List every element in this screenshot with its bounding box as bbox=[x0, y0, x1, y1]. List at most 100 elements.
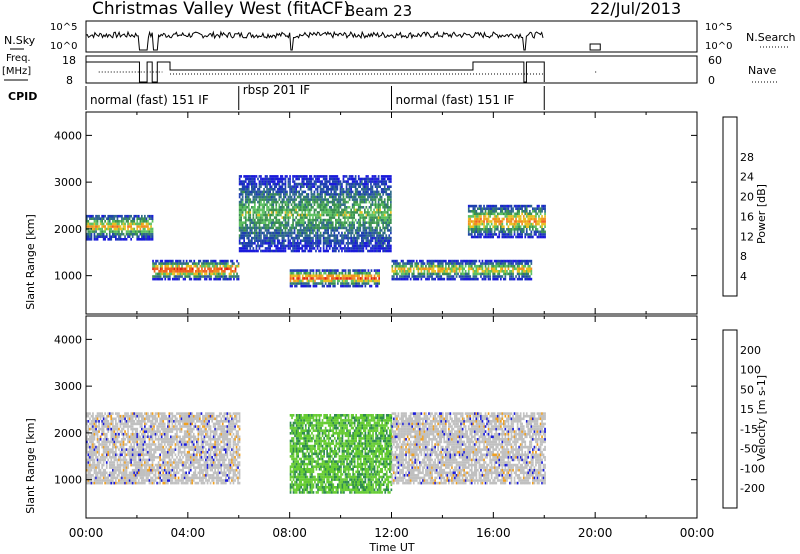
heatmap-cell bbox=[393, 270, 395, 273]
heatmap-cell bbox=[292, 208, 294, 212]
heatmap-cell bbox=[272, 211, 275, 214]
heatmap-cell bbox=[121, 230, 123, 233]
heatmap-cell bbox=[480, 228, 482, 231]
heatmap-cell bbox=[341, 231, 343, 235]
heatmap-cell bbox=[110, 474, 113, 477]
heatmap-cell bbox=[306, 277, 309, 280]
heatmap-cell bbox=[113, 463, 116, 467]
heatmap-cell bbox=[199, 259, 202, 263]
heatmap-cell bbox=[130, 232, 132, 236]
heatmap-cell bbox=[90, 238, 93, 241]
heatmap-cell bbox=[301, 211, 304, 214]
heatmap-cell bbox=[315, 231, 317, 235]
heatmap-cell bbox=[278, 213, 281, 217]
heatmap-cell bbox=[178, 259, 180, 263]
heatmap-cell bbox=[133, 232, 136, 236]
heatmap-cell bbox=[275, 244, 278, 248]
heatmap-cell bbox=[284, 239, 287, 242]
heatmap-cell bbox=[327, 282, 330, 285]
heatmap-cell bbox=[339, 180, 342, 183]
heatmap-cell bbox=[99, 468, 102, 472]
heatmap-cell bbox=[321, 284, 324, 288]
heatmap-cell bbox=[374, 249, 377, 253]
heatmap-cell bbox=[309, 234, 311, 237]
heatmap-cell bbox=[364, 244, 366, 248]
heatmap-cell bbox=[339, 195, 342, 199]
heatmap-cell bbox=[236, 259, 238, 263]
date-label: 22/Jul/2013 bbox=[590, 0, 681, 18]
heatmap-cell bbox=[125, 214, 128, 218]
heatmap-cell bbox=[116, 217, 119, 220]
heatmap-cell bbox=[112, 456, 114, 459]
heatmap-cell bbox=[501, 259, 504, 263]
heatmap-cell bbox=[516, 215, 519, 218]
heatmap-cell bbox=[386, 195, 389, 199]
heatmap-cell bbox=[354, 188, 357, 191]
heatmap-cell bbox=[501, 225, 504, 228]
heatmap-cell bbox=[521, 264, 523, 268]
heatmap-cell bbox=[295, 242, 297, 245]
heatmap-cell bbox=[507, 204, 510, 208]
heatmap-cell bbox=[315, 218, 317, 222]
heatmap-cell bbox=[349, 274, 351, 278]
heatmap-cell bbox=[486, 262, 488, 265]
heatmap-cell bbox=[474, 235, 476, 239]
heatmap-cell bbox=[263, 208, 265, 212]
heatmap-cell bbox=[487, 277, 490, 281]
heatmap-cell bbox=[289, 195, 291, 199]
heatmap-cell bbox=[370, 229, 372, 232]
heatmap-cell bbox=[270, 206, 273, 209]
heatmap-cell bbox=[93, 448, 96, 451]
heatmap-cell bbox=[337, 277, 339, 280]
heatmap-cell bbox=[480, 217, 482, 221]
heatmap-cell bbox=[336, 177, 339, 181]
heatmap-cell bbox=[477, 212, 479, 216]
heatmap-cell bbox=[252, 185, 255, 188]
heatmap-cell bbox=[176, 272, 179, 276]
heatmap-cell bbox=[105, 453, 108, 457]
heatmap-cell bbox=[281, 247, 284, 250]
heatmap-cell bbox=[400, 259, 403, 263]
heatmap-cell bbox=[368, 206, 371, 209]
heatmap-cell bbox=[345, 234, 348, 237]
heatmap-cell bbox=[506, 233, 508, 236]
heatmap-cell bbox=[263, 249, 265, 253]
heatmap-cell bbox=[390, 221, 392, 224]
heatmap-cell bbox=[322, 226, 325, 230]
heatmap-cell bbox=[96, 474, 99, 477]
heatmap-cell bbox=[267, 190, 270, 194]
heatmap-cell bbox=[269, 244, 271, 248]
heatmap-cell bbox=[113, 214, 116, 218]
heatmap-cell bbox=[435, 259, 438, 263]
heatmap-cell bbox=[370, 239, 372, 242]
heatmap-cell bbox=[475, 225, 478, 228]
heatmap-cell bbox=[501, 212, 504, 216]
heatmap-cell bbox=[125, 217, 128, 220]
heatmap-cell bbox=[469, 233, 472, 236]
heatmap-cell bbox=[524, 262, 527, 265]
heatmap-cell bbox=[270, 239, 273, 242]
heatmap-cell bbox=[323, 284, 325, 288]
heatmap-cell bbox=[383, 211, 386, 214]
heatmap-cell bbox=[350, 190, 352, 194]
heatmap-cell bbox=[383, 249, 386, 253]
heatmap-cell bbox=[475, 264, 478, 268]
heatmap-cell bbox=[400, 272, 403, 276]
heatmap-cell bbox=[293, 208, 296, 212]
heatmap-cell bbox=[104, 425, 106, 428]
heatmap-cell bbox=[324, 249, 326, 253]
heatmap-cell bbox=[304, 195, 307, 199]
heatmap-cell bbox=[386, 229, 389, 232]
heatmap-cell bbox=[298, 190, 300, 194]
heatmap-cell bbox=[244, 229, 247, 232]
heatmap-cell bbox=[238, 218, 241, 222]
heatmap-cell bbox=[252, 208, 255, 212]
heatmap-cell bbox=[247, 200, 250, 204]
heatmap-cell bbox=[542, 230, 545, 234]
heatmap-cell bbox=[98, 235, 100, 238]
heatmap-cell bbox=[512, 215, 514, 218]
heatmap-cell bbox=[467, 210, 470, 213]
heatmap-cell bbox=[89, 427, 91, 431]
heatmap-cell bbox=[365, 182, 368, 186]
heatmap-cell bbox=[382, 177, 384, 181]
